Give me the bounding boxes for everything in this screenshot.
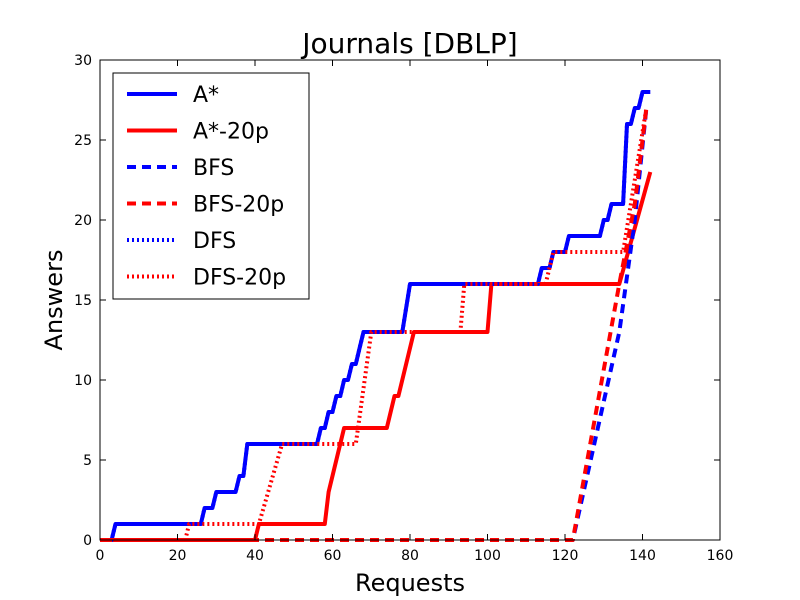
ticks-layer: 0 20 40 60 80 100 120 140 160 0 5 10 15 20 25 30	[74, 53, 733, 564]
legend-label-3: BFS-20p	[193, 193, 284, 218]
legend: A* A*-20p BFS BFS-20p DFS DFS-20p	[112, 72, 310, 300]
x-tick-label: 40	[246, 548, 264, 564]
x-tick-label: 120	[552, 548, 579, 564]
x-tick-label: 100	[474, 548, 501, 564]
y-tick-label: 15	[74, 293, 92, 309]
chart-title: Journals [DBLP]	[300, 27, 517, 60]
x-tick-label: 140	[629, 548, 656, 564]
x-tick-label: 20	[169, 548, 187, 564]
x-tick-label: 0	[96, 548, 105, 564]
x-tick-label: 80	[401, 548, 419, 564]
y-axis-label: Answers	[40, 250, 68, 351]
legend-label-5: DFS-20p	[193, 266, 286, 291]
x-tick-label: 160	[707, 548, 734, 564]
series-line-5	[100, 107, 649, 542]
y-tick-label: 20	[74, 213, 92, 229]
series-line-0	[100, 90, 651, 542]
y-tick-label: 0	[83, 533, 92, 549]
y-tick-label: 30	[74, 53, 92, 69]
y-tick-label: 10	[74, 373, 92, 389]
legend-box	[112, 72, 310, 300]
legend-label-2: BFS	[193, 156, 234, 181]
y-tick-label: 5	[83, 453, 92, 469]
x-axis-label: Requests	[355, 569, 465, 597]
legend-label-0: A*	[193, 83, 219, 108]
y-tick-label: 25	[74, 133, 92, 149]
legend-label-1: A*-20p	[193, 120, 269, 145]
legend-label-4: DFS	[193, 229, 236, 254]
x-tick-label: 60	[324, 548, 342, 564]
series-line-1	[100, 171, 653, 542]
